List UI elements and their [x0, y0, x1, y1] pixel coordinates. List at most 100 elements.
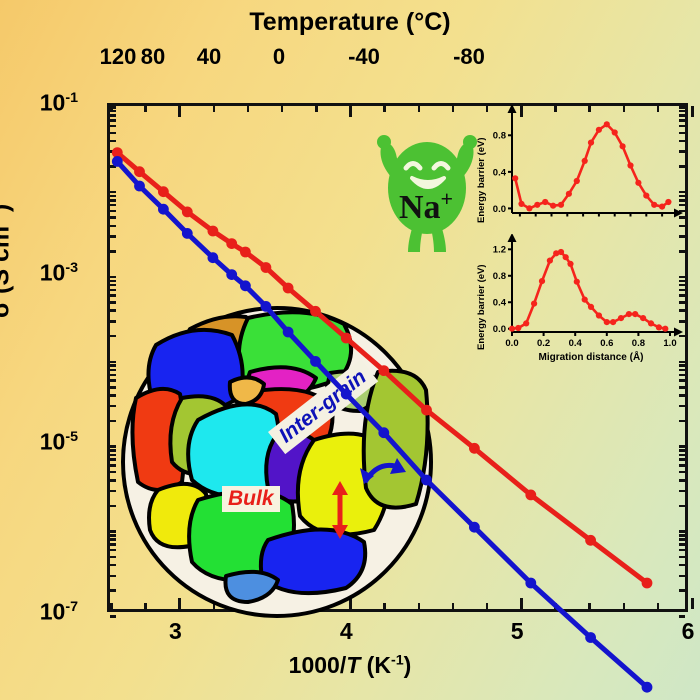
tick-top: [451, 106, 455, 112]
tick-left: [110, 543, 116, 546]
inset-data-point: [565, 190, 572, 197]
inset-data-point: [595, 126, 602, 133]
tick-right: [679, 489, 685, 493]
tick-right: [679, 479, 685, 482]
top-tick-label-2: 40: [196, 44, 222, 69]
tick-bottom: [280, 603, 284, 609]
inset-data-point: [526, 205, 533, 212]
x-axis-title-exponent: -1: [390, 652, 404, 669]
tick-left: [110, 334, 116, 338]
inset-data-point: [640, 315, 647, 322]
tick-right: [679, 464, 685, 467]
tick-right: [679, 563, 685, 567]
tick-bottom: [144, 603, 147, 609]
tick-right: [679, 379, 685, 382]
inset-x-tick-label: 0.4: [569, 338, 583, 349]
inset-data-point: [647, 320, 655, 327]
tick-left: [110, 106, 116, 109]
inset-data-point: [643, 192, 650, 199]
x-axis-title: 1000/T (K-1): [0, 652, 700, 679]
top-tick-label-3: 0: [272, 44, 286, 69]
inset-data-point: [508, 325, 516, 332]
tick-right: [679, 453, 685, 457]
tick-right: [679, 574, 685, 578]
tick-left: [110, 504, 116, 508]
tick-bottom: [178, 598, 181, 609]
tick-left: [110, 301, 116, 304]
top-tick-label-0: 120: [99, 44, 137, 69]
inset-x-tick-label: 0.2: [537, 338, 550, 349]
tick-right: [679, 394, 685, 397]
tick-right: [679, 504, 685, 508]
tick-top: [349, 106, 352, 117]
tick-left: [110, 279, 116, 283]
tick-bottom: [485, 603, 489, 609]
sodium-ion-mascot: Na+: [377, 135, 477, 252]
top-tick-label-1: 80: [140, 44, 166, 69]
tick-left: [110, 479, 116, 482]
inset-data-point: [546, 257, 553, 264]
tick-left: [110, 224, 116, 228]
inset-top-plot: 0.0 0.4 0.8: [493, 104, 683, 218]
tick-left: [110, 530, 116, 533]
x-axis-title-variable: T: [346, 652, 361, 678]
inset-y-tick-label: 1.2: [493, 245, 506, 256]
tick-left: [110, 114, 116, 117]
tick-bottom: [656, 603, 660, 609]
inset-data-point: [659, 203, 666, 210]
inset-bottom-xlabel: Migration distance (Å): [538, 352, 644, 363]
tick-bottom: [110, 603, 113, 609]
tick-left: [110, 419, 116, 423]
tick-left: [110, 534, 116, 537]
inset-top-ylabel: Energy barrier (eV): [476, 137, 487, 223]
inset-data-point: [587, 139, 595, 146]
tick-left: [110, 150, 116, 153]
inset-x-tick-label: 0.6: [600, 338, 613, 349]
tick-left: [110, 131, 116, 135]
tick-bottom: [383, 603, 386, 609]
inset-data-point: [665, 198, 672, 206]
tick-bottom: [212, 603, 216, 609]
inset-data-point: [567, 260, 574, 267]
inset-data-point: [581, 296, 588, 303]
x-tick-label-0: 3: [168, 618, 182, 644]
inset-data-point: [518, 200, 525, 207]
tick-right: [679, 445, 685, 448]
inset-data-point: [534, 201, 541, 208]
inset-data-point: [655, 324, 662, 331]
tick-bottom: [349, 598, 352, 609]
y-axis-title-sigma: σ (S cm: [0, 225, 15, 318]
bulk-label: Bulk: [222, 486, 280, 512]
tick-left: [110, 165, 116, 168]
tick-top: [383, 106, 386, 112]
tick-left: [110, 216, 116, 219]
tick-top: [315, 106, 318, 112]
tick-left: [110, 394, 116, 397]
tick-left: [110, 464, 116, 467]
inset-x-tick-label: 1.0: [663, 338, 676, 349]
tick-left: [110, 364, 116, 367]
top-tick-label-5: -80: [453, 44, 485, 69]
top-axis-tick-labels: 120 80 40 0 -40 -80: [0, 44, 700, 74]
inset-data-point: [538, 278, 546, 285]
tick-bottom: [315, 603, 318, 609]
inset-x-arrowhead: [674, 327, 683, 337]
inset-data-point: [557, 248, 565, 256]
tick-bottom: [554, 603, 557, 609]
tick-left: [110, 563, 116, 567]
inset-y-tick-label: 0.8: [493, 131, 506, 142]
tick-left: [110, 555, 116, 559]
inset-x-tick-label: 0.0: [505, 338, 518, 349]
inset-data-point: [662, 325, 669, 332]
inset-data-point: [562, 254, 569, 261]
tick-bottom: [417, 603, 421, 609]
inset-data-point: [610, 319, 617, 326]
tick-left: [110, 589, 116, 592]
inset-data-point: [557, 201, 565, 208]
tick-left: [110, 194, 116, 198]
tick-right: [679, 386, 685, 389]
tick-top: [246, 106, 250, 112]
x-tick-label-3: 6: [681, 618, 695, 644]
tick-top: [178, 106, 181, 117]
top-axis-title: Temperature (°C): [249, 8, 451, 36]
